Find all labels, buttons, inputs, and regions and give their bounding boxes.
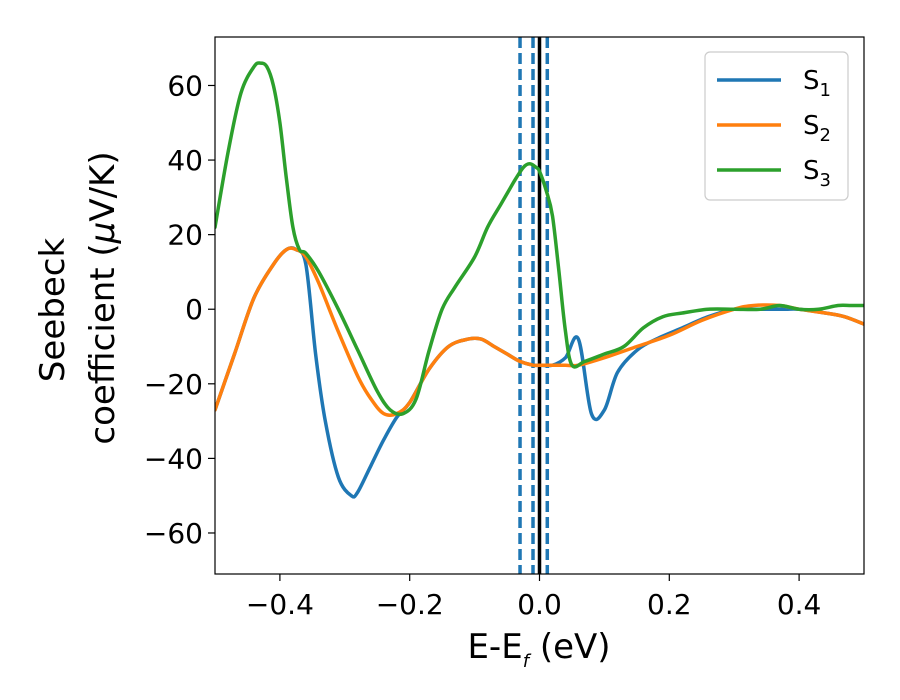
legend-label-s1: S1 xyxy=(803,66,831,101)
x-tick-label: 0.4 xyxy=(777,588,822,621)
y-axis-title-line2: coefficient (μV/K) xyxy=(83,151,123,444)
legend: S1 S2 S3 xyxy=(704,51,849,201)
x-axis-title: E-Ef (eV) xyxy=(467,627,610,672)
x-axis-ticks: −0.4 −0.2 0.0 0.2 0.4 xyxy=(246,574,821,621)
y-tick-label: 40 xyxy=(167,144,203,177)
x-tick-label: −0.2 xyxy=(376,588,444,621)
x-tick-label: 0.0 xyxy=(517,588,562,621)
x-tick-label: 0.2 xyxy=(647,588,692,621)
series-group xyxy=(215,61,864,499)
series-line-s3 xyxy=(215,61,864,417)
legend-label-s3: S3 xyxy=(803,156,831,191)
reference-lines xyxy=(518,37,550,574)
legend-label-s2: S2 xyxy=(803,111,831,146)
x-tick-label: −0.4 xyxy=(246,588,314,621)
y-tick-label: −40 xyxy=(144,442,203,475)
y-tick-label: 0 xyxy=(185,293,203,326)
y-tick-label: 20 xyxy=(167,219,203,252)
y-tick-label: 60 xyxy=(167,69,203,102)
y-axis-title-line1: Seebeck xyxy=(33,238,73,383)
y-axis-ticks: −60 −40 −20 0 20 40 60 xyxy=(144,69,215,550)
y-tick-label: −60 xyxy=(144,517,203,550)
y-tick-label: −20 xyxy=(144,368,203,401)
